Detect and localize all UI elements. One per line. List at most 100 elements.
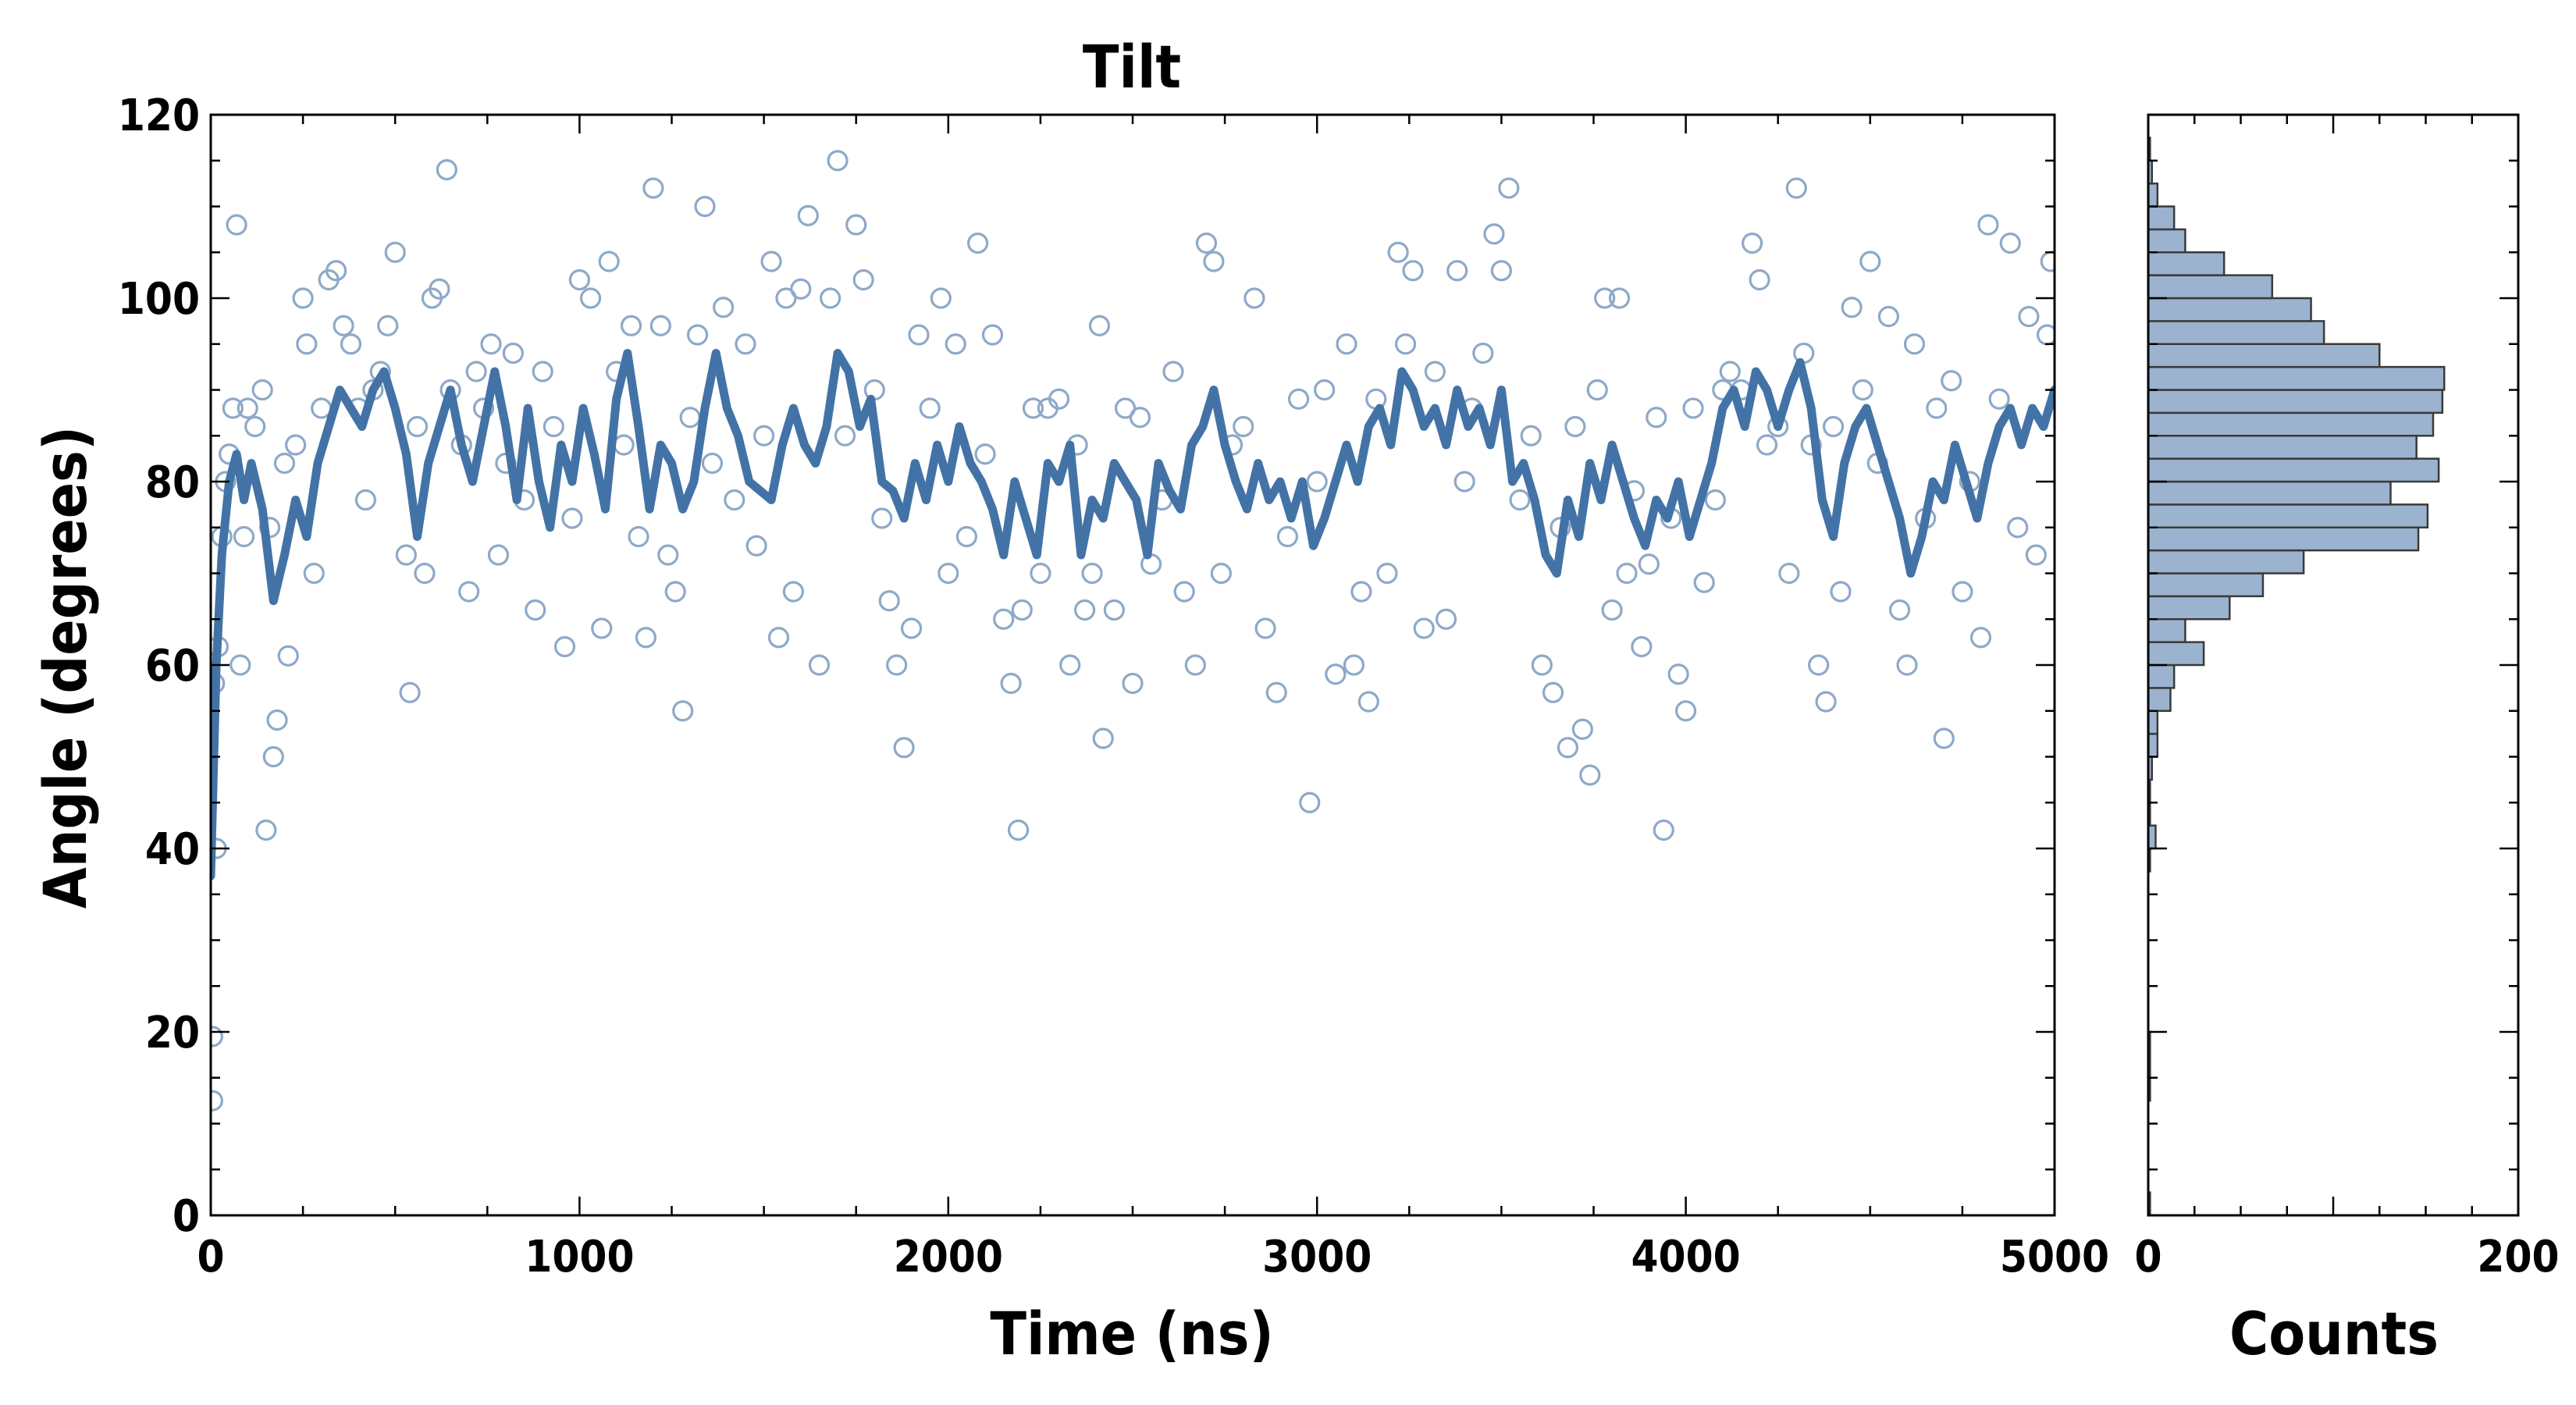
x-axis-title: Time (ns) — [990, 1299, 1273, 1368]
scatter-point — [1483, 223, 1505, 245]
scatter-point — [613, 434, 635, 456]
scatter-point — [808, 654, 831, 676]
scatter-point — [1693, 571, 1715, 593]
scatter-point — [1195, 232, 1218, 254]
scatter-point — [1081, 562, 1103, 585]
scatter-point — [255, 819, 277, 841]
histogram-bar — [2147, 663, 2176, 689]
scatter-point — [226, 214, 247, 236]
scatter-point — [525, 599, 546, 621]
scatter-point — [620, 315, 642, 336]
scatter-point — [1852, 379, 1873, 401]
scatter-point — [251, 379, 273, 401]
scatter-point — [852, 269, 874, 291]
scatter-point — [1675, 700, 1697, 722]
scatter-point — [377, 315, 399, 336]
scatter-point — [900, 617, 923, 639]
scatter-point — [871, 507, 893, 529]
scatter-point — [1114, 397, 1137, 419]
scatter-point — [642, 177, 664, 199]
running-average-line — [211, 349, 2055, 880]
scatter-point — [1719, 361, 1741, 382]
histogram-x-axis-title: Counts — [2229, 1299, 2439, 1368]
y-tick-label: 20 — [145, 1008, 200, 1058]
scatter-point — [1162, 361, 1184, 382]
scatter-point — [1557, 737, 1579, 759]
scatter-point — [1357, 691, 1379, 713]
scatter-point — [745, 535, 767, 557]
scatter-point — [1808, 654, 1830, 676]
scatter-point — [845, 214, 867, 236]
scatter-point — [1472, 342, 1494, 365]
scatter-point — [886, 654, 908, 676]
scatter-point — [1011, 599, 1033, 621]
scatter-point — [292, 287, 314, 309]
scatter-point — [502, 342, 524, 365]
scatter-point — [1520, 425, 1542, 446]
x-tick-label: 0 — [197, 1232, 224, 1282]
histogram-bar — [2147, 572, 2265, 598]
histogram-bar — [2147, 411, 2435, 437]
y-tick-label: 60 — [145, 641, 200, 692]
histogram-bar — [2147, 205, 2176, 231]
scatter-plot-area: 0 1000 2000 3000 4000 5000 0 20 40 60 80 100 120 — [118, 91, 2109, 1282]
scatter-point — [480, 333, 502, 355]
scatter-point — [1509, 489, 1531, 511]
scatter-point — [919, 397, 941, 419]
histogram-bar — [2147, 228, 2186, 254]
scatter-point — [222, 397, 244, 419]
scatter-point — [1265, 681, 1287, 703]
scatter-point — [591, 617, 613, 639]
scatter-point — [1350, 581, 1372, 603]
y-tick-label: 100 — [118, 274, 200, 325]
scatter-point — [686, 324, 709, 346]
scatter-point — [1007, 819, 1030, 841]
scatter-point — [827, 150, 849, 172]
scatter-point — [1594, 287, 1616, 309]
scatter-point — [354, 489, 377, 511]
scatter-point — [211, 1090, 223, 1112]
scatter-point — [244, 415, 266, 438]
scatter-point — [1343, 654, 1365, 676]
scatter-point — [1413, 617, 1435, 639]
scatter-point — [285, 434, 307, 456]
histogram-bar — [2147, 297, 2312, 322]
scatter-point — [326, 260, 347, 282]
scatter-point — [1969, 627, 1992, 649]
scatter-point — [1498, 177, 1520, 199]
scatter-point — [1952, 581, 1973, 603]
scatter-point — [966, 232, 989, 254]
histogram-bar — [2147, 343, 2381, 368]
scatter-point — [458, 581, 480, 603]
scatter-point — [1999, 232, 2021, 254]
scatter-point — [1184, 654, 1206, 676]
scatter-point — [1756, 434, 1778, 456]
main-plot-frame — [209, 113, 2056, 1217]
scatter-point — [1977, 214, 1999, 236]
y-axis-title: Angle (degrees) — [30, 426, 100, 909]
scatter-point — [775, 287, 797, 309]
scatter-point — [1048, 388, 1070, 410]
scatter-point — [834, 425, 856, 446]
scatter-point — [1276, 525, 1299, 548]
scatter-point — [1088, 315, 1111, 336]
scatter-point — [1203, 251, 1225, 272]
scatter-point — [414, 562, 436, 585]
scatter-point — [1631, 635, 1653, 658]
scatter-point — [782, 581, 804, 603]
scatter-point — [2007, 517, 2029, 539]
scatter-point — [1616, 562, 1638, 585]
scatter-point — [1299, 791, 1321, 813]
scatter-point — [1306, 471, 1328, 493]
scatter-point — [1579, 764, 1601, 786]
scatter-point — [1667, 663, 1689, 685]
scatter-point — [296, 333, 318, 355]
scatter-point — [1564, 415, 1586, 438]
histogram-bar — [2147, 641, 2205, 667]
y-tick-label: 0 — [173, 1191, 200, 1242]
scatter-point — [635, 627, 657, 649]
scatter-point — [1210, 562, 1232, 585]
scatter-point — [713, 297, 735, 318]
histogram-bar — [2147, 526, 2420, 552]
scatter-point — [465, 361, 487, 382]
